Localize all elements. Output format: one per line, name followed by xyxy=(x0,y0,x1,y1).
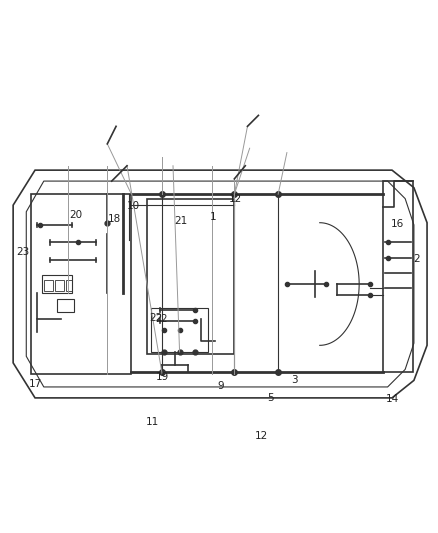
Text: 11: 11 xyxy=(146,417,159,427)
Text: 14: 14 xyxy=(386,394,399,404)
Text: 10: 10 xyxy=(127,201,140,211)
Text: 20: 20 xyxy=(69,210,82,220)
Bar xyxy=(66,280,72,290)
Text: 16: 16 xyxy=(391,219,404,229)
Text: 17: 17 xyxy=(29,379,42,389)
Text: 18: 18 xyxy=(108,214,121,224)
Text: 12: 12 xyxy=(229,195,242,205)
Text: 22: 22 xyxy=(155,314,168,324)
Text: 22: 22 xyxy=(149,313,162,323)
Text: 21: 21 xyxy=(174,216,187,227)
Text: 12: 12 xyxy=(254,431,268,441)
Text: 1: 1 xyxy=(210,212,217,222)
Text: 3: 3 xyxy=(291,375,298,385)
Text: 5: 5 xyxy=(267,393,274,403)
Text: 9: 9 xyxy=(217,381,224,391)
Bar xyxy=(55,280,64,290)
Bar xyxy=(31,194,131,374)
Bar xyxy=(383,181,413,372)
Bar xyxy=(42,275,72,293)
Bar xyxy=(151,308,208,352)
Text: 2: 2 xyxy=(413,254,420,264)
Bar xyxy=(147,199,234,354)
Text: 19: 19 xyxy=(156,372,170,382)
Bar xyxy=(57,300,74,312)
Text: 23: 23 xyxy=(16,247,29,257)
Bar xyxy=(44,280,53,290)
